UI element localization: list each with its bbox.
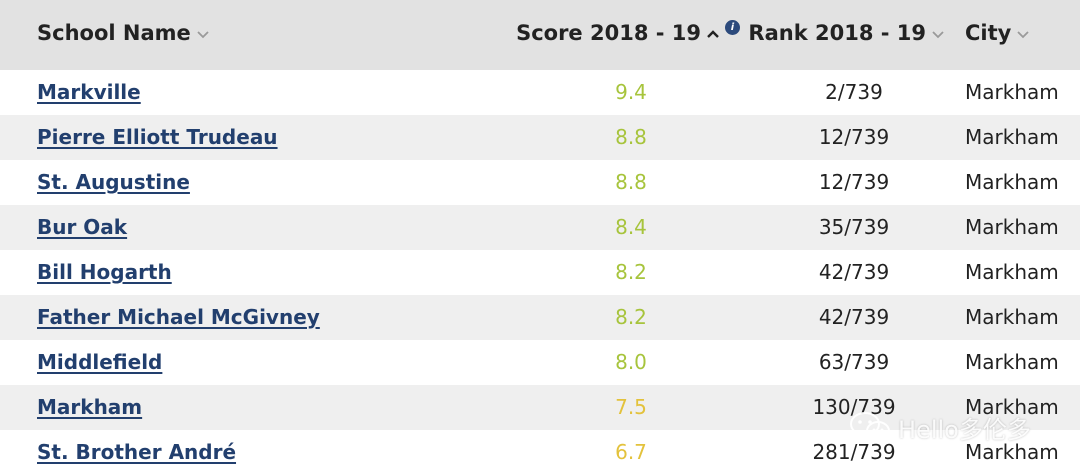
chevron-up-icon — [705, 29, 721, 39]
column-header-label: Score 2018 - 19 — [516, 21, 701, 45]
city-value: Markham — [965, 170, 1059, 194]
chevron-down-icon — [195, 29, 211, 39]
school-name-link[interactable]: St. Brother André — [37, 440, 237, 464]
table-row: Pierre Elliott Trudeau 8.8 12/739 Markha… — [0, 115, 1080, 160]
column-header-city[interactable]: City — [965, 0, 1031, 70]
score-value: 7.5 — [615, 395, 647, 419]
city-value: Markham — [965, 215, 1059, 239]
city-value: Markham — [965, 440, 1059, 464]
table-row: Markham 7.5 130/739 Markham — [0, 385, 1080, 430]
column-header-score[interactable]: Score 2018 - 19 i — [516, 0, 740, 70]
rank-value: 42/739 — [818, 305, 890, 329]
school-name-link[interactable]: St. Augustine — [37, 170, 190, 194]
score-value: 8.2 — [615, 305, 647, 329]
school-name-link[interactable]: Father Michael McGivney — [37, 305, 320, 329]
score-value: 8.0 — [615, 350, 647, 374]
school-name-link[interactable]: Pierre Elliott Trudeau — [37, 125, 278, 149]
column-header-label: Rank 2018 - 19 — [748, 21, 926, 45]
rank-value: 12/739 — [818, 170, 890, 194]
rank-value: 35/739 — [818, 215, 890, 239]
info-icon[interactable]: i — [725, 20, 740, 35]
city-value: Markham — [965, 305, 1059, 329]
table-row: Middlefield 8.0 63/739 Markham — [0, 340, 1080, 385]
rank-value: 2/739 — [825, 80, 883, 104]
score-value: 8.8 — [615, 170, 647, 194]
score-value: 8.4 — [615, 215, 647, 239]
table-row: Bur Oak 8.4 35/739 Markham — [0, 205, 1080, 250]
table-row: St. Augustine 8.8 12/739 Markham — [0, 160, 1080, 205]
city-value: Markham — [965, 350, 1059, 374]
rank-value: 12/739 — [818, 125, 890, 149]
city-value: Markham — [965, 125, 1059, 149]
school-name-link[interactable]: Middlefield — [37, 350, 163, 374]
score-value: 6.7 — [615, 440, 647, 464]
rank-value: 63/739 — [818, 350, 890, 374]
score-value: 9.4 — [615, 80, 647, 104]
column-header-school-name[interactable]: School Name — [37, 0, 211, 70]
school-name-link[interactable]: Bill Hogarth — [37, 260, 172, 284]
city-value: Markham — [965, 80, 1059, 104]
column-header-label: School Name — [37, 21, 191, 45]
school-name-link[interactable]: Markville — [37, 80, 141, 104]
column-header-label: City — [965, 21, 1012, 45]
rank-value: 130/739 — [812, 395, 896, 419]
score-value: 8.8 — [615, 125, 647, 149]
city-value: Markham — [965, 395, 1059, 419]
score-value: 8.2 — [615, 260, 647, 284]
table-row: Bill Hogarth 8.2 42/739 Markham — [0, 250, 1080, 295]
chevron-down-icon — [930, 29, 946, 39]
rank-value: 281/739 — [812, 440, 896, 464]
table-row: Markville 9.4 2/739 Markham — [0, 70, 1080, 115]
rank-value: 42/739 — [818, 260, 890, 284]
table-row: Father Michael McGivney 8.2 42/739 Markh… — [0, 295, 1080, 340]
school-name-link[interactable]: Markham — [37, 395, 143, 419]
chevron-down-icon — [1015, 29, 1031, 39]
column-header-rank[interactable]: Rank 2018 - 19 — [748, 0, 946, 70]
table-row: St. Brother André 6.7 281/739 Markham — [0, 430, 1080, 475]
city-value: Markham — [965, 260, 1059, 284]
table-header: School Name Score 2018 - 19 i Rank 2018 -… — [0, 0, 1080, 70]
school-name-link[interactable]: Bur Oak — [37, 215, 128, 239]
